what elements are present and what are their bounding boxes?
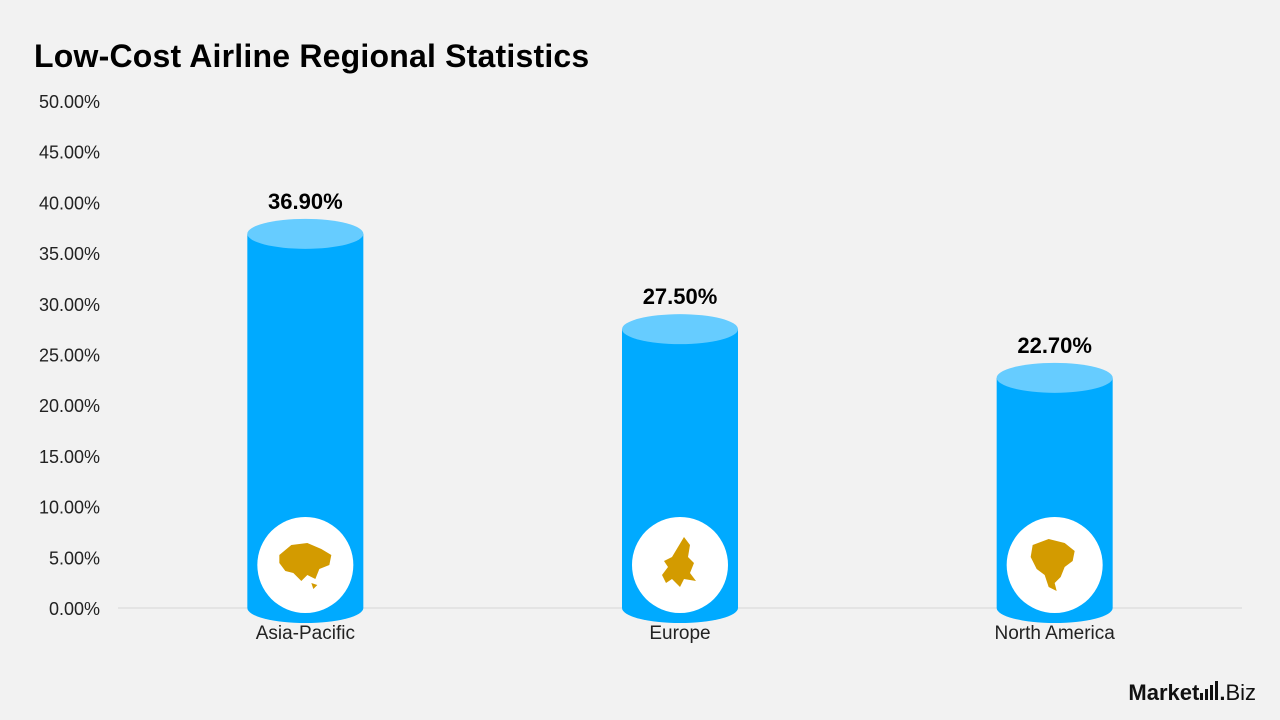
value-label: 22.70% [1017, 333, 1092, 358]
brand-dot-text: . [1219, 680, 1226, 705]
y-tick-label: 40.00% [39, 193, 100, 213]
y-tick-label: 0.00% [49, 599, 100, 619]
brand-main-text: Market [1128, 680, 1200, 705]
y-tick-label: 30.00% [39, 295, 100, 315]
bar-top [247, 218, 364, 249]
value-label: 36.90% [268, 189, 343, 214]
y-tick-label: 20.00% [39, 396, 100, 416]
y-tick-label: 35.00% [39, 244, 100, 264]
bar-top [622, 314, 738, 345]
bar-body [247, 233, 364, 623]
y-tick-label: 50.00% [39, 92, 100, 112]
y-tick-label: 10.00% [39, 498, 100, 518]
x-tick-label: Asia-Pacific [256, 623, 355, 644]
y-tick-label: 15.00% [39, 447, 100, 467]
x-tick-label: North America [994, 623, 1115, 644]
bar-top [996, 362, 1113, 393]
chart-title: Low-Cost Airline Regional Statistics [34, 38, 590, 74]
brand-logo: Market . Biz [1128, 680, 1256, 706]
y-tick-label: 25.00% [39, 346, 100, 366]
bar-asia-pacific [247, 218, 364, 623]
north-america-map-icon [1030, 539, 1075, 591]
value-label: 27.50% [643, 284, 718, 309]
brand-bars-icon [1200, 681, 1219, 700]
europe-map-icon [662, 537, 696, 587]
brand-sub-text: Biz [1225, 680, 1256, 705]
y-tick-label: 5.00% [49, 548, 100, 568]
bar-europe [622, 314, 738, 623]
x-tick-label: Europe [649, 623, 710, 644]
y-tick-label: 45.00% [39, 143, 100, 163]
asia-map-icon [279, 543, 332, 589]
bar-north-america [996, 362, 1113, 623]
